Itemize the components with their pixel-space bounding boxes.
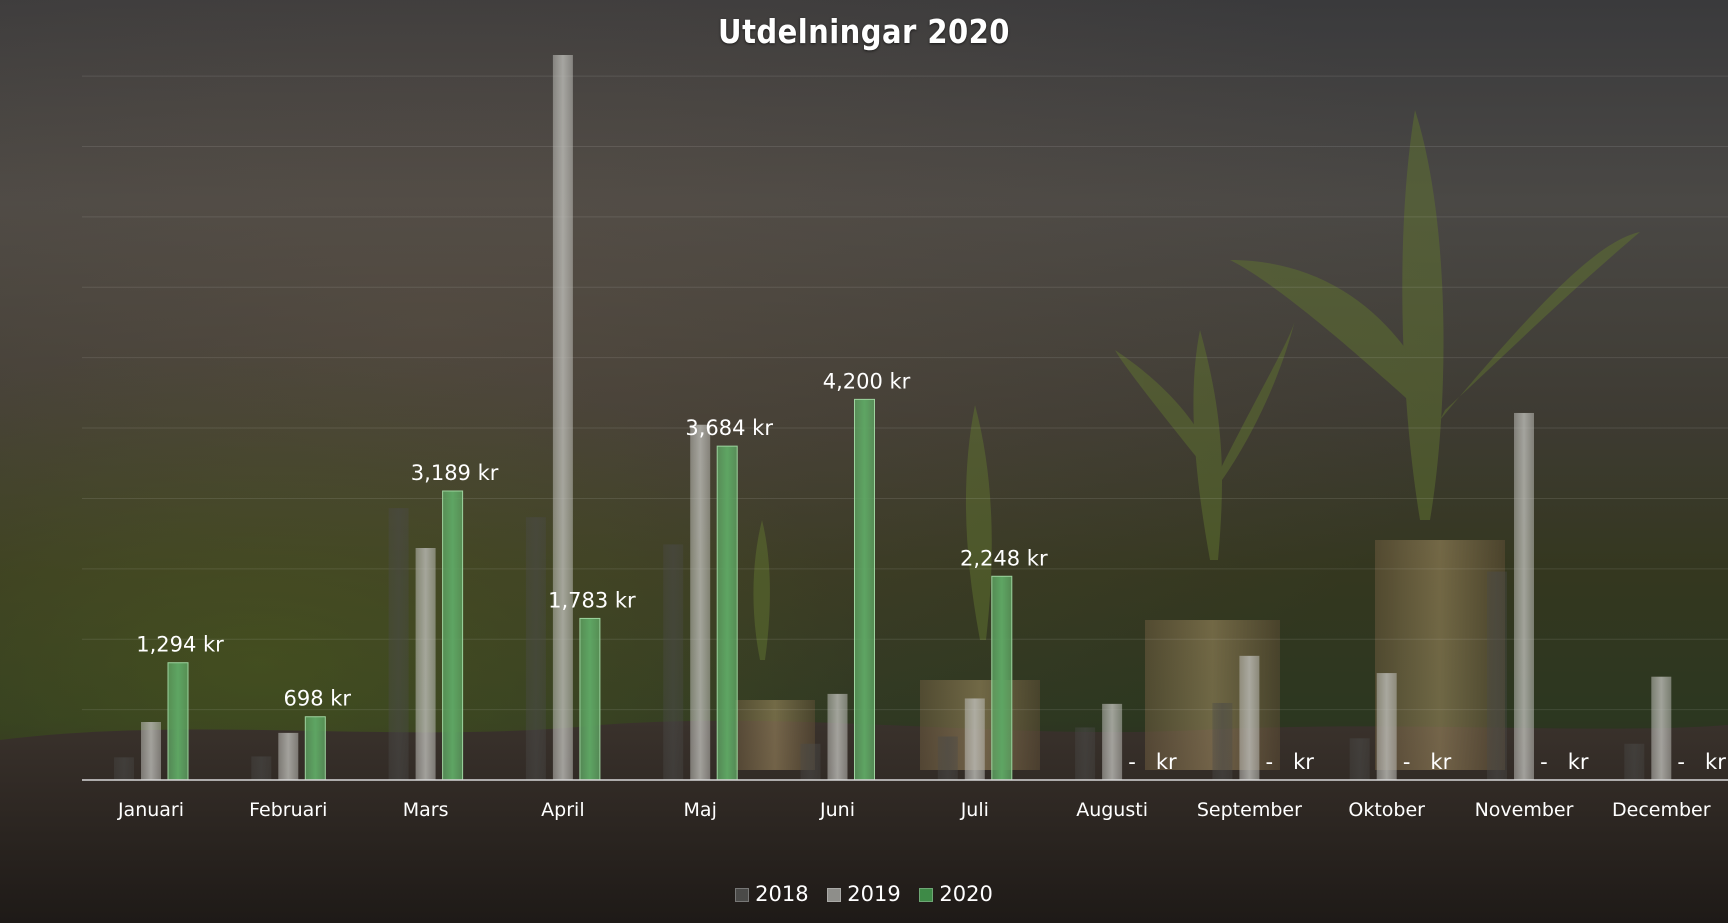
data-label-oktober: - kr bbox=[1396, 750, 1451, 774]
bar-2018-mars bbox=[388, 508, 409, 780]
bar-2020-april bbox=[579, 617, 601, 781]
bar-2018-maj bbox=[663, 544, 684, 780]
category-label-december: December bbox=[1612, 799, 1711, 821]
bar-2018-november bbox=[1487, 571, 1507, 780]
bar-2020-februari bbox=[304, 716, 326, 781]
data-label-september: - kr bbox=[1259, 750, 1314, 774]
bar-2019-november bbox=[1514, 412, 1534, 780]
legend-swatch-2019 bbox=[827, 888, 842, 902]
bar-2018-januari bbox=[114, 757, 134, 780]
bar-2020-maj bbox=[716, 445, 738, 781]
category-label-april: April bbox=[541, 799, 584, 821]
category-label-juni: Juni bbox=[819, 799, 855, 821]
bars bbox=[114, 55, 1672, 781]
bar-2020-januari bbox=[167, 662, 189, 781]
legend-swatch-2020 bbox=[919, 888, 934, 902]
bar-2018-september bbox=[1212, 702, 1233, 780]
bar-2018-april bbox=[525, 517, 546, 780]
data-label-december: - kr bbox=[1671, 750, 1726, 774]
legend-label-2019: 2019 bbox=[847, 882, 901, 906]
bar-2019-september bbox=[1239, 655, 1260, 780]
bar-2019-juli bbox=[964, 698, 985, 780]
data-label-januari: 1,294 kr bbox=[136, 633, 224, 657]
category-label-februari: Februari bbox=[249, 799, 327, 821]
legend-swatch-2018 bbox=[735, 888, 750, 902]
bar-2019-mars bbox=[415, 548, 436, 780]
category-label-augusti: Augusti bbox=[1076, 799, 1148, 821]
data-label-mars: 3,189 kr bbox=[411, 461, 499, 485]
bar-2019-april bbox=[552, 55, 573, 780]
chart-title: Utdelningar 2020 bbox=[718, 12, 1010, 51]
bar-2020-juni bbox=[854, 398, 875, 781]
bar-2019-augusti bbox=[1102, 703, 1123, 780]
bar-2019-oktober bbox=[1376, 673, 1397, 780]
data-label-augusti: - kr bbox=[1122, 750, 1177, 774]
bar-2019-december bbox=[1651, 676, 1672, 780]
gridlines bbox=[82, 75, 1728, 781]
legend-label-2020: 2020 bbox=[939, 882, 993, 906]
category-label-maj: Maj bbox=[684, 799, 717, 821]
bar-2018-december bbox=[1624, 743, 1645, 780]
category-label-mars: Mars bbox=[403, 799, 449, 821]
legend-item-2019: 2019 bbox=[827, 882, 901, 906]
category-label-juli: Juli bbox=[960, 799, 989, 821]
data-label-februari: 698 kr bbox=[284, 687, 352, 711]
bar-2020-juli bbox=[991, 575, 1013, 781]
bar-2020-mars bbox=[442, 490, 464, 781]
category-label-oktober: Oktober bbox=[1348, 799, 1425, 821]
legend-label-2018: 2018 bbox=[755, 882, 809, 906]
legend-item-2018: 2018 bbox=[735, 882, 809, 906]
data-label-april: 1,783 kr bbox=[548, 588, 636, 612]
category-label-september: September bbox=[1197, 799, 1302, 821]
bar-2018-juli bbox=[937, 736, 958, 780]
bar-2019-maj bbox=[690, 424, 711, 780]
data-labels: 1,294 kr 698 kr 3,189 kr 1,783 kr 3,684 kr 4,… bbox=[136, 369, 1726, 774]
bar-2019-juni bbox=[827, 693, 848, 780]
bar-2018-oktober bbox=[1349, 738, 1370, 780]
bar-2018-februari bbox=[251, 756, 272, 780]
legend: 2018 2019 2020 bbox=[0, 882, 1728, 906]
category-label-januari: Januari bbox=[117, 799, 184, 821]
bar-2018-juni bbox=[800, 743, 821, 780]
bar-2018-augusti bbox=[1075, 727, 1096, 780]
category-label-november: November bbox=[1475, 799, 1574, 821]
data-label-juli: 2,248 kr bbox=[960, 546, 1048, 570]
legend-item-2020: 2020 bbox=[919, 882, 993, 906]
bar-2019-januari bbox=[141, 722, 161, 780]
data-label-juni: 4,200 kr bbox=[823, 369, 911, 393]
bar-2019-februari bbox=[278, 732, 299, 780]
data-label-maj: 3,684 kr bbox=[685, 416, 773, 440]
category-labels: Januari Februari Mars April Maj Juni Juli Augus… bbox=[117, 799, 1711, 821]
data-label-november: - kr bbox=[1533, 750, 1588, 774]
